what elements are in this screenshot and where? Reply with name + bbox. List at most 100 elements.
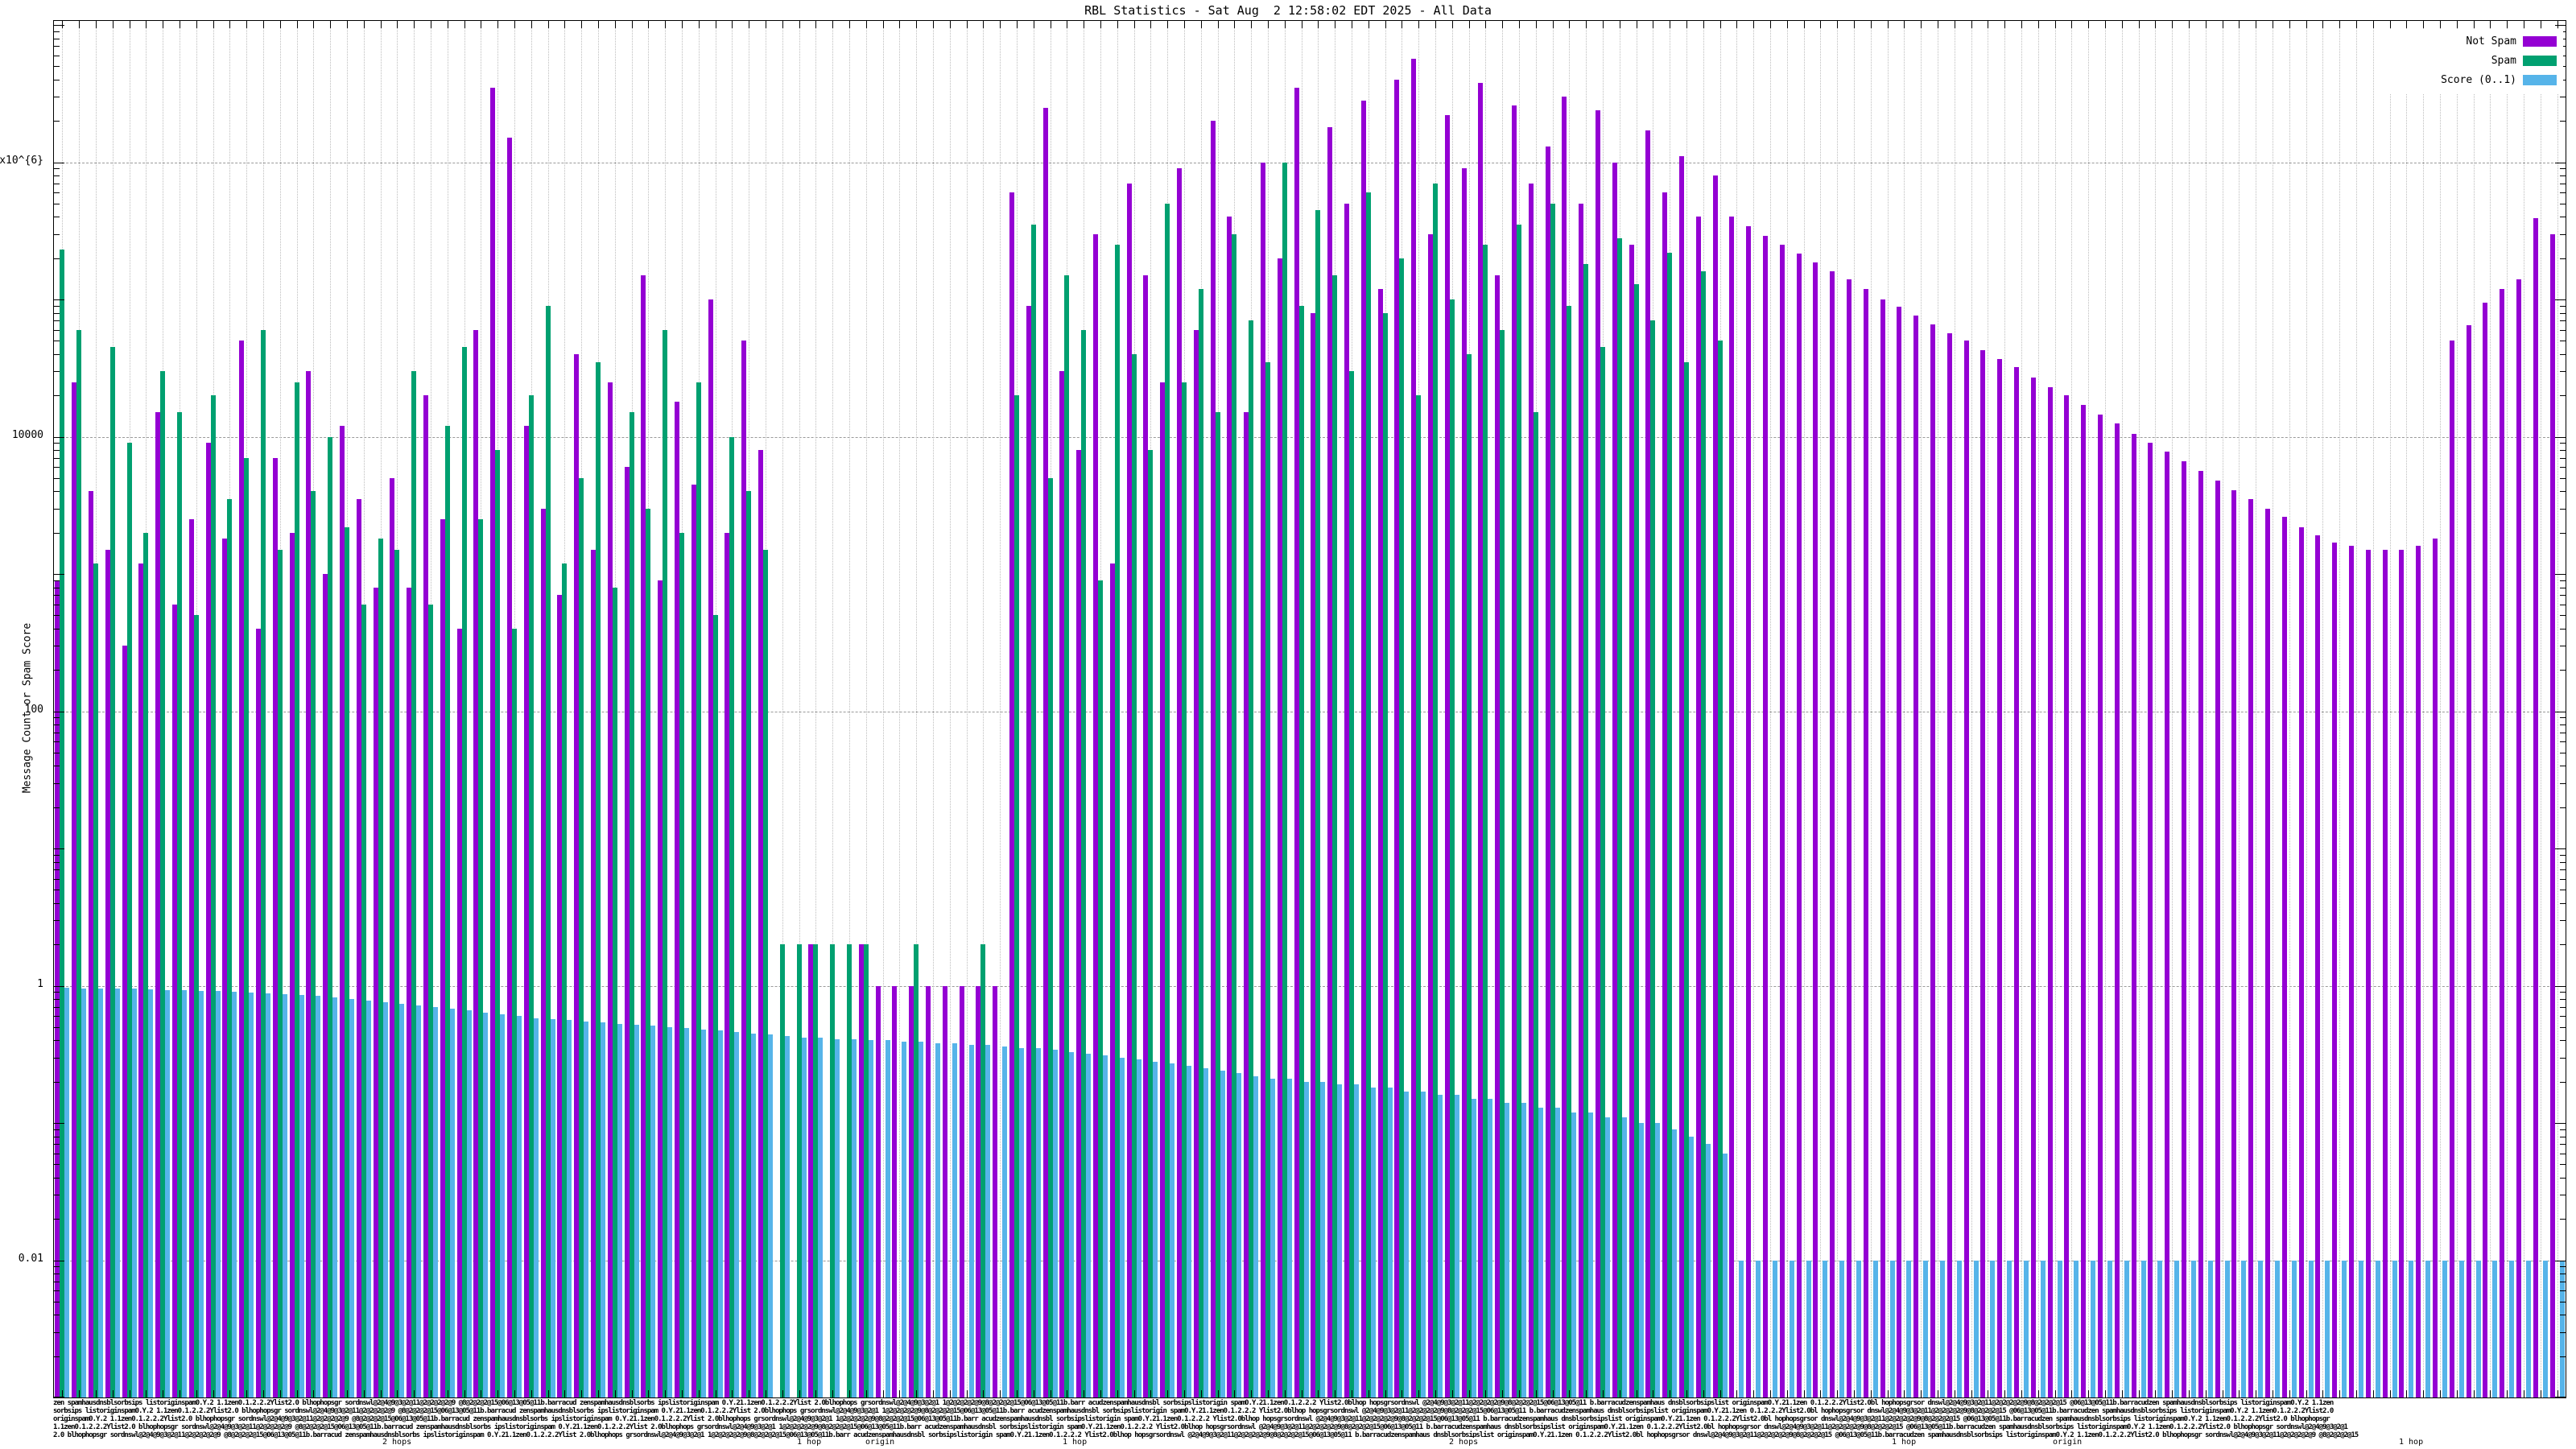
x-tick — [1686, 21, 1687, 28]
x-tick — [1736, 21, 1738, 28]
bar-spam — [545, 305, 551, 1397]
y-tick — [54, 192, 60, 194]
v-gridline — [865, 21, 867, 1397]
bar-score-0-1- — [1421, 1091, 1426, 1397]
y-tick — [2560, 1081, 2566, 1083]
x-tick — [2138, 21, 2140, 28]
y-tick — [54, 233, 60, 235]
x-tick — [2456, 1390, 2458, 1397]
bar-not-spam — [2549, 233, 2555, 1397]
bar-not-spam — [1126, 183, 1132, 1397]
y-tick — [54, 457, 60, 459]
bar-not-spam — [942, 985, 947, 1397]
bar-score-0-1- — [517, 1016, 522, 1397]
x-tick — [1586, 21, 1587, 28]
v-gridline — [2105, 21, 2106, 1397]
bar-spam — [712, 615, 718, 1397]
v-gridline — [2189, 21, 2190, 1397]
x-tick — [2189, 1390, 2190, 1397]
x-tick — [2372, 1390, 2374, 1397]
v-gridline — [2507, 21, 2508, 1397]
x-axis-sparse-label: 1 hop — [2399, 1438, 2424, 1447]
v-gridline — [983, 21, 985, 1397]
v-gridline — [1000, 21, 1001, 1397]
y-tick — [54, 168, 60, 170]
bar-score-0-1- — [985, 1045, 991, 1397]
x-tick — [397, 21, 398, 28]
bar-spam — [1583, 264, 1589, 1397]
bar-spam — [277, 549, 283, 1397]
bar-spam — [1700, 271, 1706, 1397]
bar-score-0-1- — [2359, 1260, 2363, 1397]
y-tick — [54, 31, 60, 32]
y-tick — [2560, 192, 2566, 194]
x-label-garble-row: zen spamhausdnsblsorbsips listoriginspam… — [53, 1399, 2334, 1407]
bar-not-spam — [2500, 288, 2505, 1397]
y-tick — [54, 46, 60, 47]
x-tick — [832, 21, 834, 28]
x-tick — [1753, 1390, 1755, 1397]
y-tick — [54, 717, 60, 719]
bar-score-0-1- — [466, 1010, 472, 1397]
bar-spam — [1533, 412, 1538, 1397]
bar-score-0-1- — [1756, 1260, 1761, 1397]
x-tick — [296, 1390, 298, 1397]
x-tick — [146, 21, 147, 28]
bar-spam — [1483, 245, 1488, 1397]
bar-not-spam — [1210, 121, 1216, 1397]
bar-score-0-1- — [1370, 1088, 1376, 1397]
bar-spam — [1047, 477, 1053, 1397]
bar-not-spam — [1193, 329, 1199, 1397]
x-tick — [464, 1390, 465, 1397]
x-tick — [2406, 21, 2408, 28]
bar-score-0-1- — [1621, 1117, 1627, 1397]
x-tick — [1904, 1390, 1905, 1397]
x-tick — [1603, 21, 1604, 28]
bar-not-spam — [1143, 275, 1149, 1397]
bar-score-0-1- — [1538, 1107, 1543, 1397]
x-tick — [2557, 1390, 2558, 1397]
bar-score-0-1- — [1337, 1084, 1343, 1397]
bar-score-0-1- — [2207, 1260, 2213, 1397]
x-tick — [1251, 21, 1253, 28]
x-tick — [2356, 1390, 2357, 1397]
bar-not-spam — [456, 628, 462, 1397]
bar-score-0-1- — [1320, 1081, 1326, 1397]
x-tick — [799, 1390, 800, 1397]
bar-score-0-1- — [801, 1037, 807, 1397]
x-tick — [882, 21, 884, 28]
bar-score-0-1- — [1170, 1063, 1175, 1397]
bar-not-spam — [2281, 517, 2287, 1397]
y-tick — [2560, 467, 2566, 469]
bar-score-0-1- — [2342, 1260, 2347, 1397]
x-tick — [966, 21, 968, 28]
bar-spam — [60, 250, 65, 1397]
x-tick — [732, 1390, 733, 1397]
x-tick — [682, 21, 683, 28]
x-tick — [279, 21, 281, 28]
bar-score-0-1- — [2325, 1260, 2330, 1397]
v-gridline — [949, 21, 951, 1397]
bar-spam — [1232, 233, 1237, 1397]
x-tick — [2239, 21, 2240, 28]
v-gridline — [1736, 21, 1738, 1397]
bar-score-0-1- — [266, 993, 270, 1397]
bar-score-0-1- — [282, 993, 287, 1397]
bar-score-0-1- — [768, 1034, 773, 1397]
y-tick — [54, 1219, 60, 1220]
y-tick — [54, 869, 60, 871]
y-tick — [54, 371, 60, 373]
bar-score-0-1- — [1236, 1073, 1242, 1397]
x-tick — [949, 1390, 951, 1397]
bar-not-spam — [675, 401, 679, 1397]
v-gridline — [1753, 21, 1755, 1397]
x-axis-sparse-label: 1 hop — [797, 1438, 822, 1447]
x-tick — [1870, 1390, 1872, 1397]
bar-not-spam — [1344, 203, 1349, 1397]
bar-spam — [1365, 192, 1371, 1397]
x-tick — [263, 21, 264, 28]
bar-score-0-1- — [1019, 1048, 1024, 1397]
x-tick — [1569, 1390, 1571, 1397]
x-tick — [983, 1390, 985, 1397]
y-tick — [54, 1040, 60, 1042]
